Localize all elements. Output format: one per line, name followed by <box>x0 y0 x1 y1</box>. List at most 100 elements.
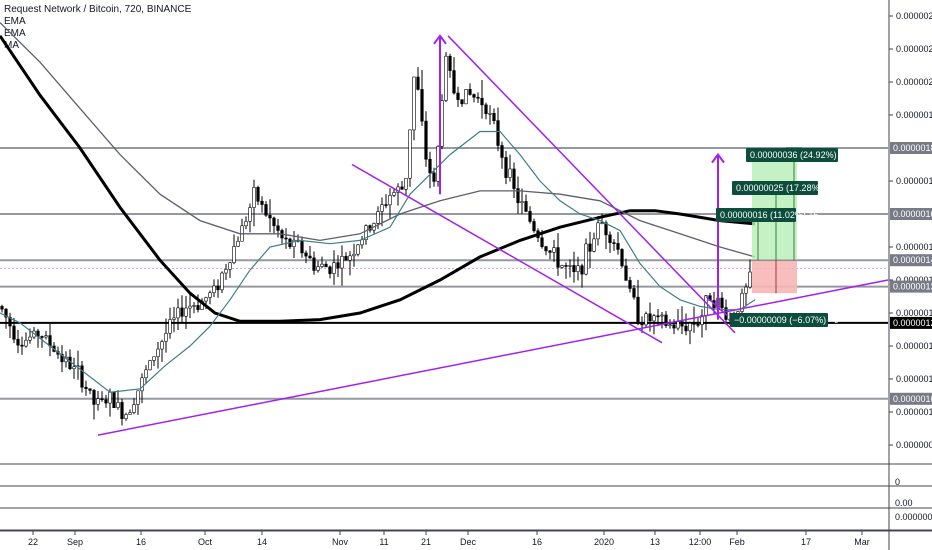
candle-body <box>660 314 664 317</box>
candles <box>0 52 752 426</box>
candle-body <box>472 94 476 98</box>
candle-body <box>464 89 468 105</box>
candle-body <box>44 335 48 338</box>
candle-body <box>260 200 264 205</box>
legend-title: Request Network / Bitcoin, 720, BINANCE <box>4 4 192 15</box>
moving-averages <box>0 22 756 393</box>
y-tick-label: 0.00000140 <box>896 275 932 285</box>
candle-body <box>696 324 700 326</box>
candle-body <box>28 336 32 341</box>
target-badge-text: 0.00000016 (11.02%) 16 <box>720 210 818 220</box>
price-label-text: 0.00000104 <box>893 394 932 404</box>
candle-body <box>132 404 136 413</box>
ma-black-line <box>0 34 756 323</box>
candle-body <box>236 240 240 247</box>
candle-body <box>336 262 340 269</box>
candle-body <box>608 234 612 243</box>
target-badge <box>746 148 838 162</box>
candle-body <box>720 297 724 308</box>
x-tick-label: Feb <box>729 537 745 547</box>
candle-body <box>168 319 172 334</box>
candle-body <box>20 344 24 347</box>
price-axis[interactable]: 0.00000220 0.00000210 0.00000200 0.00000190… <box>889 11 932 522</box>
candle-body <box>656 315 660 318</box>
target-badge <box>732 181 818 195</box>
candle-body <box>668 324 672 327</box>
candle-body <box>308 255 312 259</box>
candle-body <box>412 76 416 131</box>
y-tick-label: 0.00000200 <box>896 77 932 87</box>
candle-body <box>516 188 520 204</box>
stop-zone <box>752 260 797 294</box>
x-tick-label: 13 <box>650 537 660 547</box>
candle-body <box>128 412 132 415</box>
candle-body <box>120 402 124 419</box>
candle-body <box>284 237 288 240</box>
wedge-upper-line <box>447 35 736 334</box>
price-label-text: 0.00000138 <box>893 282 932 292</box>
left-pole-arrow-head <box>433 34 447 45</box>
candle-body <box>392 192 396 196</box>
wedge-lower-line <box>351 163 663 344</box>
candle-body <box>440 100 444 147</box>
candle-body <box>324 263 328 268</box>
candle-body <box>452 70 456 94</box>
candle-body <box>624 265 628 281</box>
candle-body <box>704 295 708 316</box>
candle-body <box>436 146 440 182</box>
x-tick-label: 12:00 <box>689 537 712 547</box>
candle-body <box>568 265 572 267</box>
candle-body <box>416 76 420 90</box>
candle-body <box>500 145 504 158</box>
candle-body <box>504 157 508 178</box>
candle-body <box>80 365 84 388</box>
candle-body <box>540 237 544 247</box>
candle-body <box>252 187 256 208</box>
target-zone <box>752 148 797 261</box>
horizontal-levels <box>0 147 888 400</box>
candle-body <box>272 217 276 227</box>
price-label-badge <box>890 280 932 293</box>
candle-body <box>332 262 336 274</box>
candle-body <box>48 335 52 347</box>
candle-body <box>4 308 8 318</box>
candle-body <box>364 225 368 240</box>
candle-body <box>196 305 200 310</box>
candle-body <box>664 314 668 326</box>
candle-body <box>344 256 348 261</box>
candle-body <box>492 112 496 121</box>
x-tick-label: 21 <box>421 537 431 547</box>
y-tick-label: 0.00000120 <box>896 341 932 351</box>
y-tick-label: 0.00000210 <box>896 44 932 54</box>
candle-body <box>432 172 436 182</box>
candle-body <box>216 285 220 291</box>
time-axis[interactable]: 22 Sep 16 Oct 14 Nov 11 21 Dec 16 2020 13 12:00 Feb 17… <box>28 531 870 547</box>
legend-ema-1: EMA <box>4 16 26 27</box>
candle-body <box>268 214 272 219</box>
target-badge-text: 0.00000025 (17.28%) 25 <box>736 183 835 193</box>
candle-body <box>92 390 96 405</box>
candle-body <box>72 366 76 370</box>
x-tick-label: Mar <box>854 537 870 547</box>
price-label-badge <box>890 392 932 405</box>
candle-body <box>612 242 616 244</box>
candle-body <box>700 315 704 325</box>
candle-body <box>552 247 556 253</box>
candle-body <box>88 388 92 391</box>
candle-body <box>300 241 304 254</box>
candle-body <box>640 323 644 326</box>
candle-body <box>312 257 316 271</box>
candle-body <box>584 243 588 275</box>
candle-body <box>224 269 228 274</box>
candle-body <box>12 325 16 340</box>
candle-body <box>136 390 140 405</box>
candle-body <box>376 211 380 224</box>
right-pole-arrow-head <box>711 152 725 164</box>
candle-body <box>144 369 148 379</box>
candle-body <box>148 360 152 371</box>
candle-body <box>632 288 636 298</box>
candle-body <box>100 398 104 401</box>
